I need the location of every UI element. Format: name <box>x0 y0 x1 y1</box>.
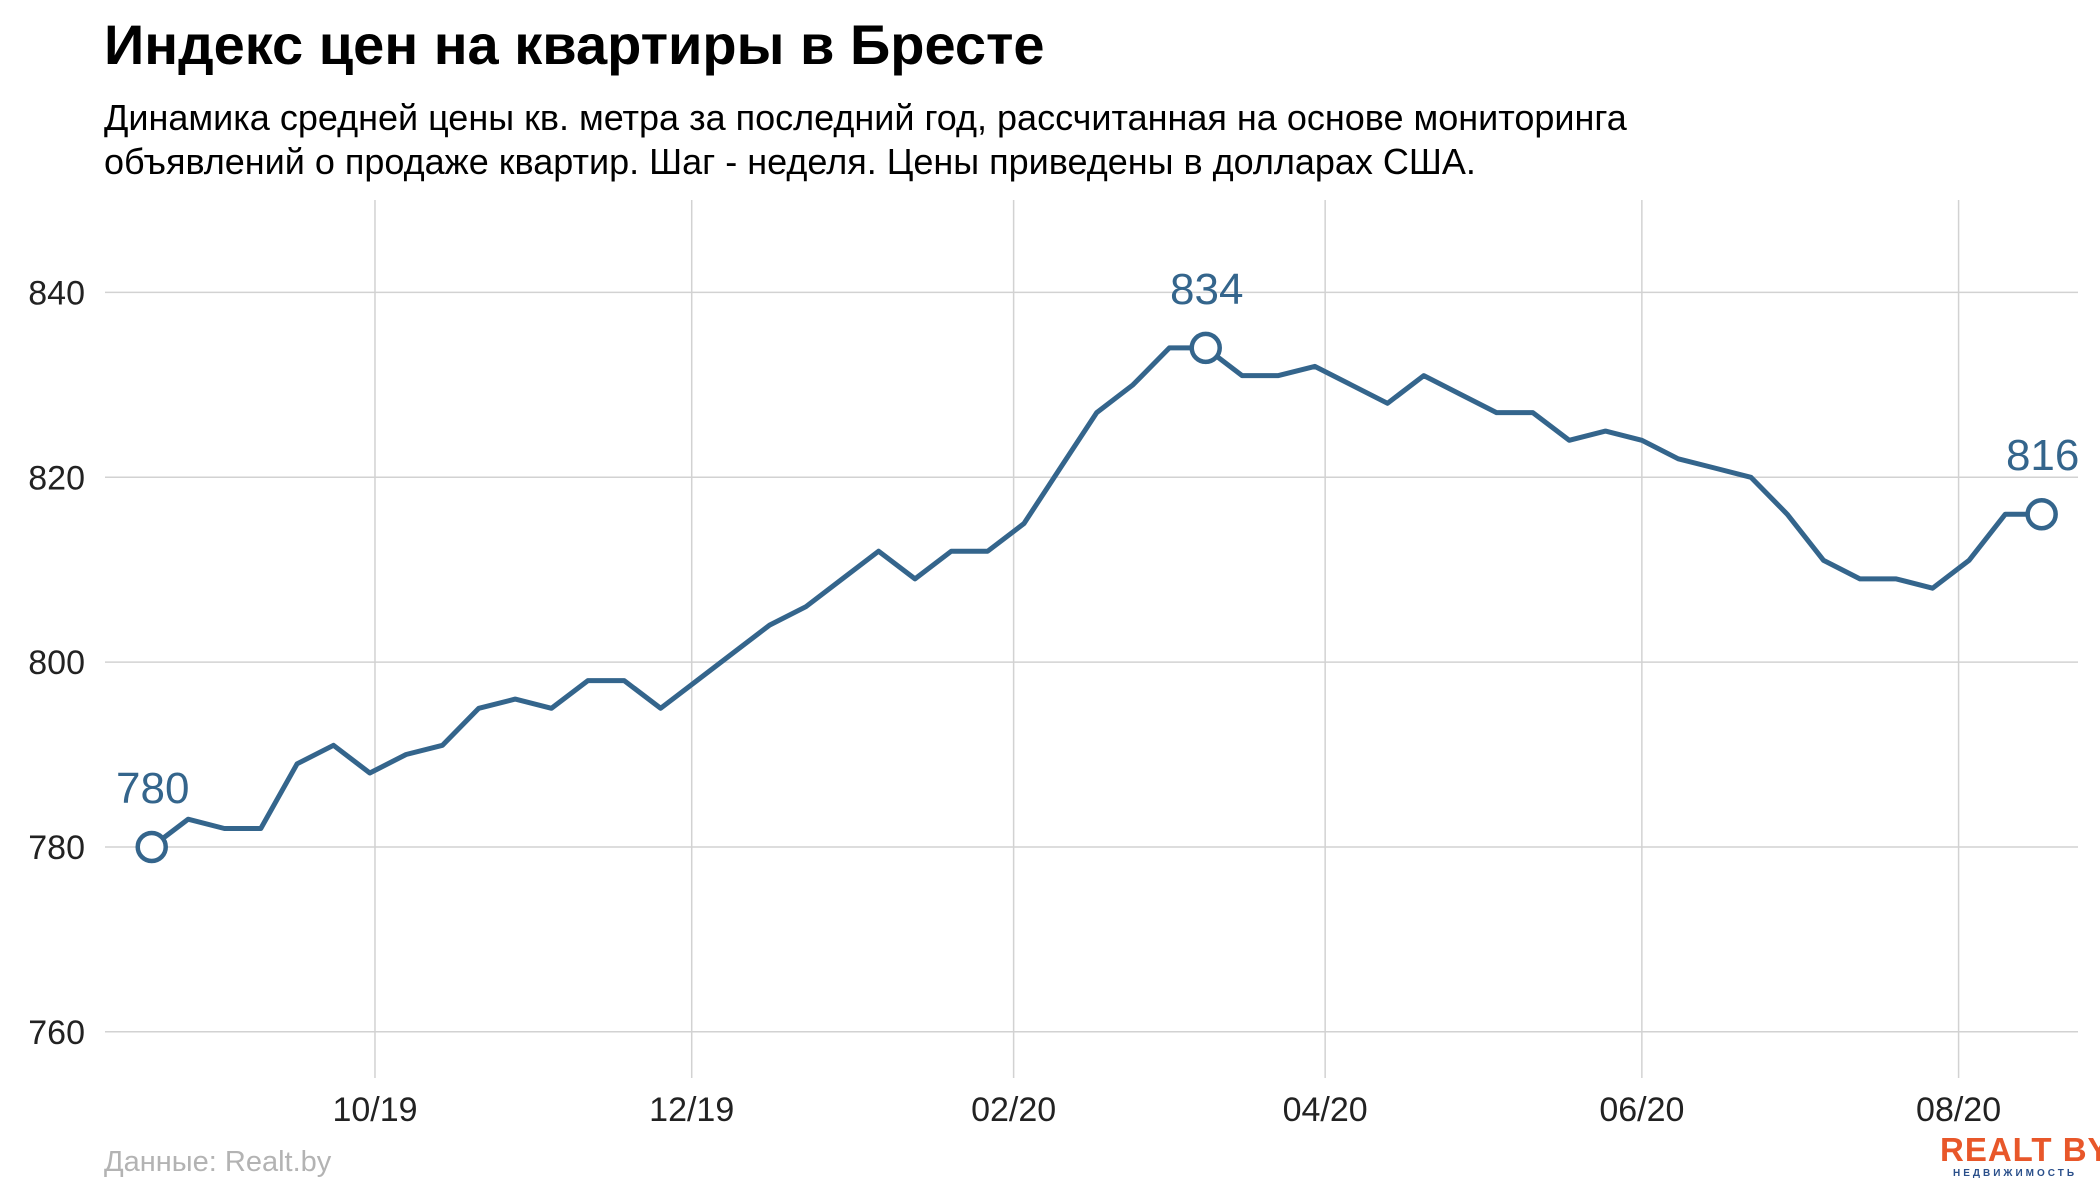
y-tick-label: 780 <box>28 829 85 867</box>
highlight-point <box>2025 497 2058 531</box>
y-tick-label: 840 <box>28 274 85 312</box>
x-tick-label: 06/20 <box>1599 1091 1684 1129</box>
subtitle-line-2: объявлений о продаже квартир. Шаг - неде… <box>104 141 1476 182</box>
x-tick-label: 10/19 <box>332 1091 417 1129</box>
highlight-point <box>1189 331 1222 365</box>
y-tick-label: 800 <box>28 644 85 682</box>
y-tick-label: 760 <box>28 1014 85 1052</box>
realt-by-logo: REALT BY НЕДВИЖИМОСТЬ <box>1940 1131 2100 1180</box>
highlight-value-label: 816 <box>2006 431 2079 480</box>
logo-subtext: НЕДВИЖИМОСТЬ <box>1952 1168 2078 1179</box>
y-tick-label: 820 <box>28 459 85 497</box>
x-tick-label: 08/20 <box>1916 1091 2001 1129</box>
logo-text: REALT BY <box>1940 1131 2100 1168</box>
chart-subtitle: Динамика средней цены кв. метра за после… <box>104 96 2004 184</box>
x-tick-label: 12/19 <box>649 1091 734 1129</box>
chart-title: Индекс цен на квартиры в Бресте <box>104 13 1045 76</box>
highlight-point <box>135 830 168 864</box>
highlight-value-label: 834 <box>1170 265 1243 314</box>
x-tick-label: 04/20 <box>1283 1091 1368 1129</box>
x-tick-label: 02/20 <box>971 1091 1056 1129</box>
highlight-value-label: 780 <box>116 764 189 813</box>
data-source-note: Данные: Realt.by <box>104 1146 332 1178</box>
price-index-line <box>149 345 2045 850</box>
subtitle-line-1: Динамика средней цены кв. метра за после… <box>104 97 1627 138</box>
